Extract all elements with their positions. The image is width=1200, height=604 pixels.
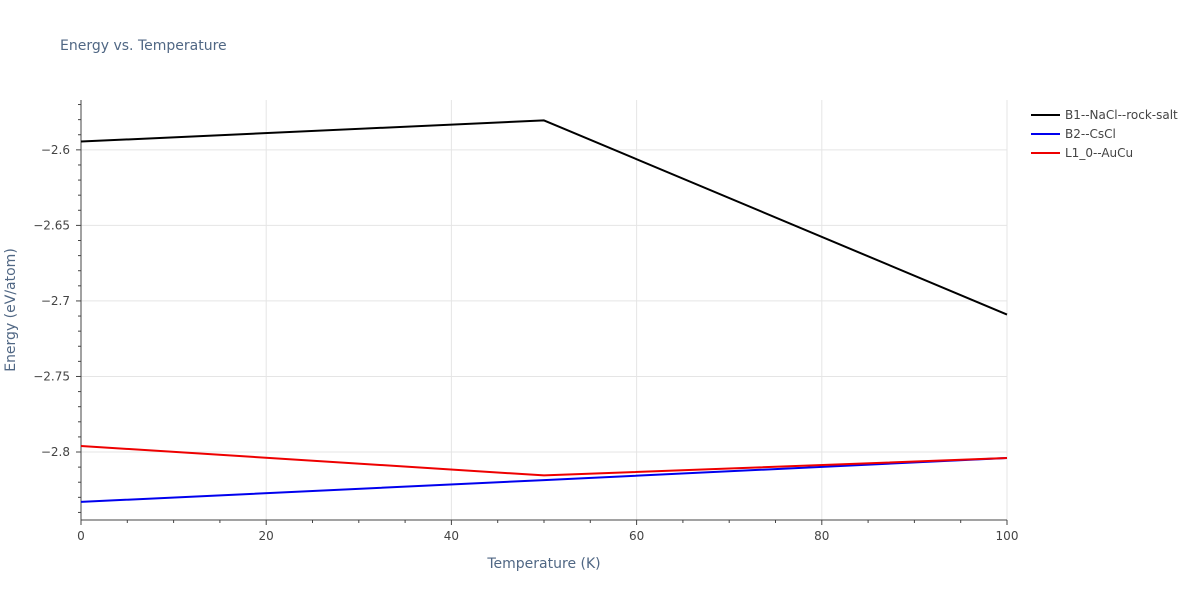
legend: B1--NaCl--rock-salt B2--CsCl L1_0--AuCu	[1031, 108, 1178, 160]
y-tick-label: −2.7	[41, 294, 70, 308]
x-tick-label: 0	[77, 529, 85, 543]
x-tick-label: 60	[629, 529, 644, 543]
y-tick-label: −2.75	[33, 369, 70, 383]
axis-layer: 0 20 40 60 80 100 −2.6 −2.65 −2.7 −2.75 −2.8	[33, 100, 1018, 543]
legend-label-2: L1_0--AuCu	[1065, 146, 1133, 160]
y-tick-label: −2.65	[33, 218, 70, 232]
series-line-1	[80, 457, 1008, 503]
series-layer	[80, 119, 1008, 503]
y-axis-title: Energy (eV/atom)	[3, 248, 19, 372]
y-tick-label: −2.8	[41, 445, 70, 459]
series-line-2	[80, 444, 1008, 477]
series-line-0	[80, 119, 1008, 316]
legend-label-1: B2--CsCl	[1065, 127, 1116, 141]
x-tick-label: 40	[444, 529, 459, 543]
chart-title: Energy vs. Temperature	[60, 38, 227, 54]
x-tick-label: 100	[996, 529, 1019, 543]
legend-label-0: B1--NaCl--rock-salt	[1065, 108, 1178, 122]
y-tick-label: −2.6	[41, 143, 70, 157]
grid-layer	[81, 100, 1008, 520]
x-tick-label: 80	[814, 529, 829, 543]
x-axis-title: Temperature (K)	[486, 556, 600, 572]
x-tick-label: 20	[259, 529, 274, 543]
